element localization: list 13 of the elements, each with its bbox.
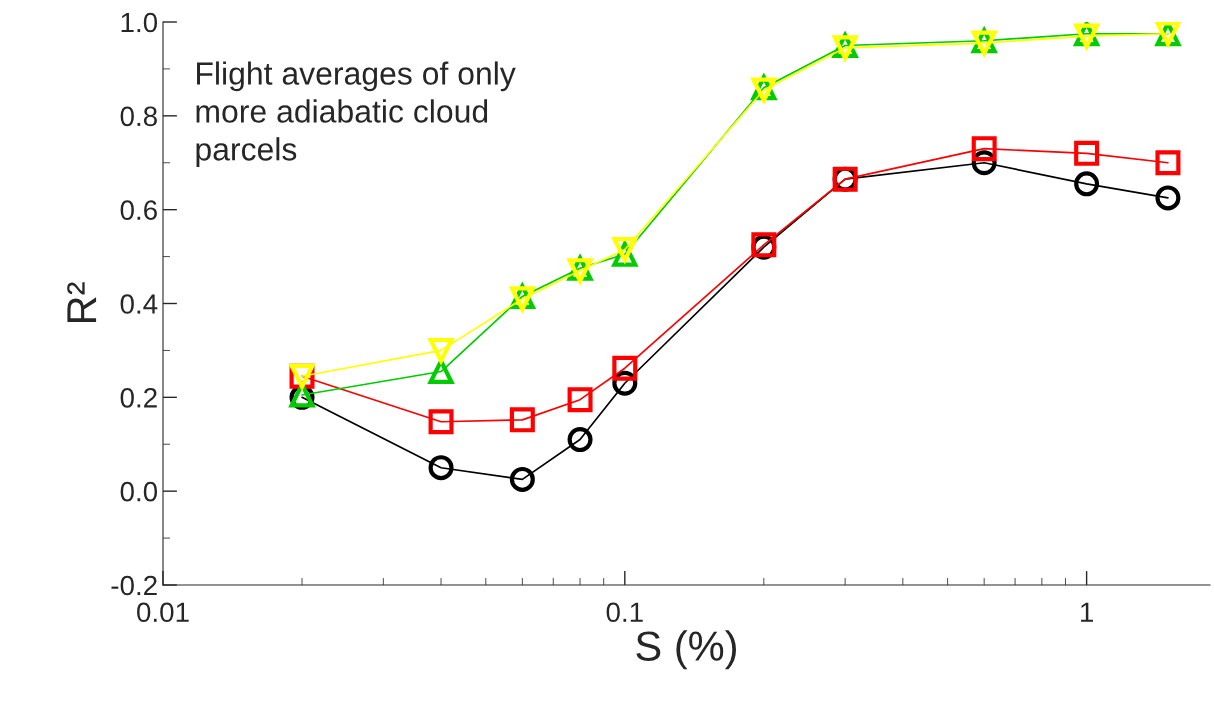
x-tick-label: 1: [1081, 602, 1093, 622]
y-tick-label: 0.6: [120, 200, 157, 221]
y-axis-title: R²: [67, 282, 97, 323]
y-tick-label: 0.0: [120, 481, 158, 502]
x-tick-label: 0.1: [606, 602, 643, 623]
y-tick-label: 0.4: [120, 294, 158, 314]
x-axis-title: S (%): [636, 630, 736, 670]
y-tick-label: -0.2: [111, 575, 157, 596]
annotation: Flight averages of only more adiabatic cloud parcels: [196, 61, 516, 167]
y-tick-label: 1.0: [121, 12, 158, 33]
y-tick-label: 0.8: [120, 106, 157, 127]
x-tick-label: 0.01: [137, 602, 189, 623]
y-tick-label: 0.2: [120, 388, 157, 408]
